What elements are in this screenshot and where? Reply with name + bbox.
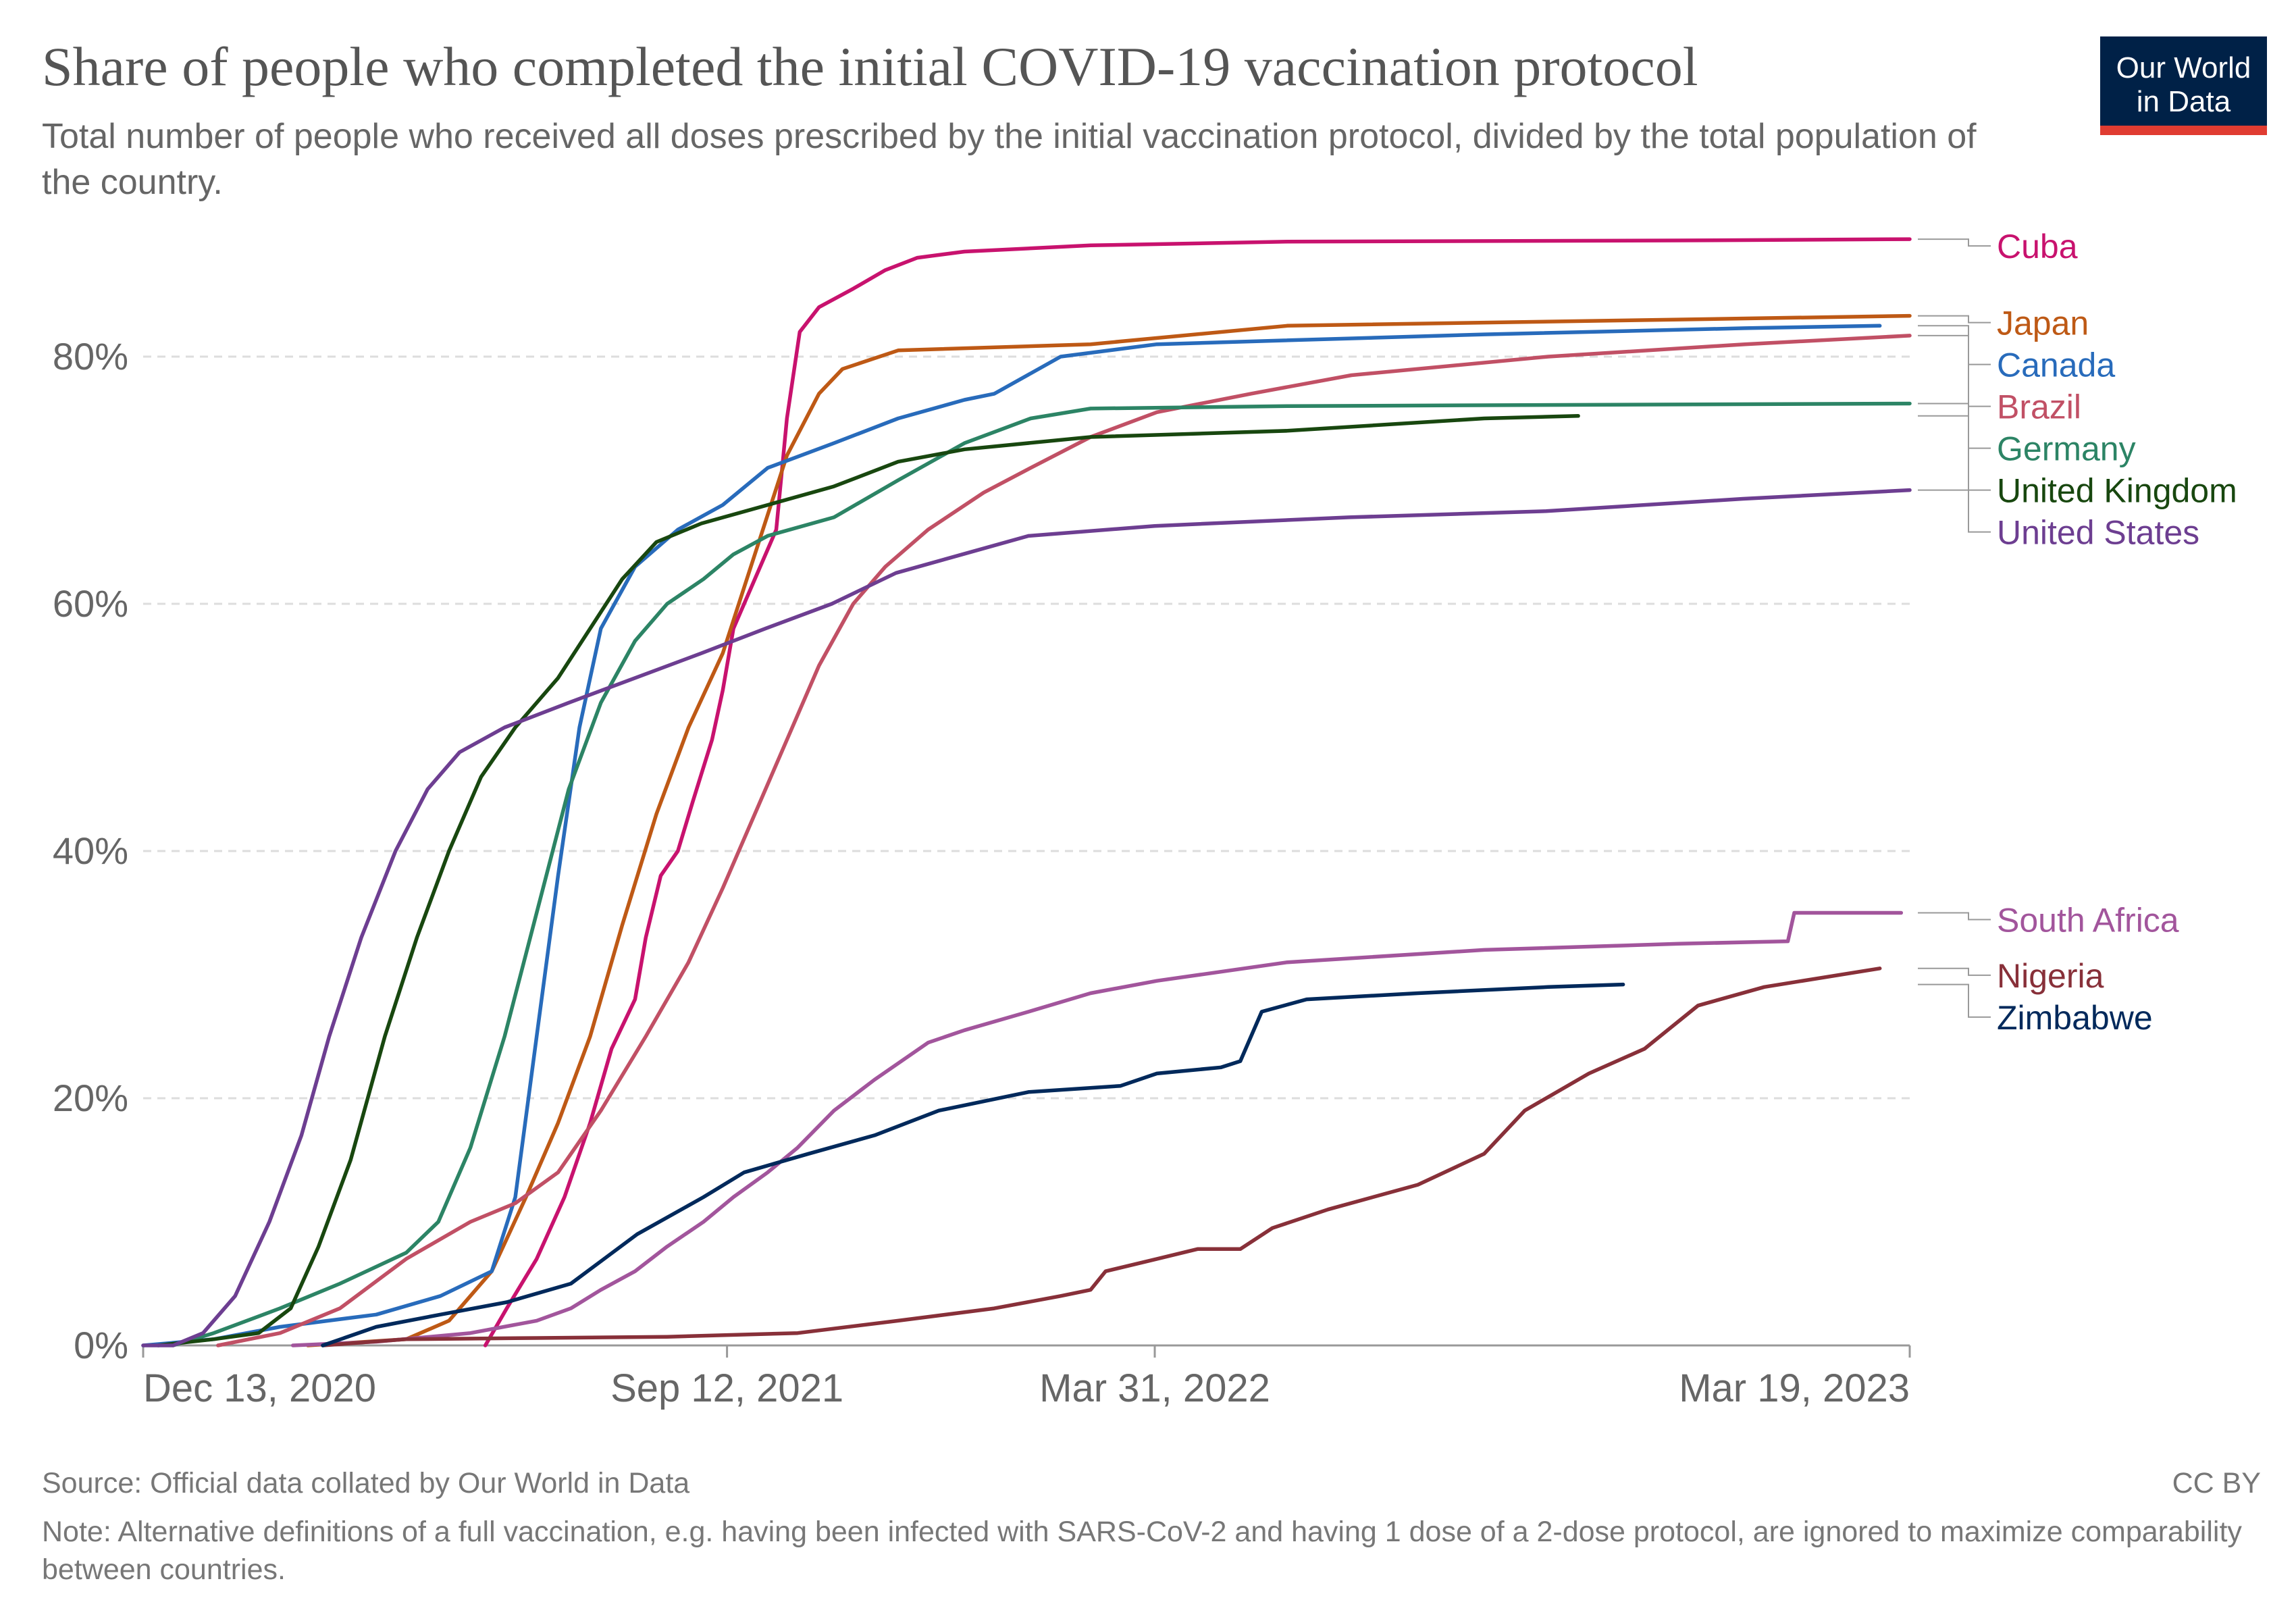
gridlines xyxy=(143,355,1910,1100)
y-tick-label: 40% xyxy=(53,829,128,872)
label-connector xyxy=(1918,325,1991,365)
license-link[interactable]: CC BY xyxy=(2172,1467,2261,1499)
label-connector xyxy=(1918,912,1991,921)
label-connector xyxy=(1918,415,1991,491)
y-tick-label: 20% xyxy=(53,1077,128,1119)
label-connector xyxy=(1918,238,1991,247)
label-connector xyxy=(1918,315,1991,324)
series-line-japan[interactable] xyxy=(306,313,1912,1347)
series-label-brazil[interactable]: Brazil xyxy=(1997,388,2081,426)
note-text: Note: Alternative definitions of a full … xyxy=(42,1516,2242,1586)
x-tick-label: Mar 31, 2022 xyxy=(1039,1366,1270,1410)
series-line-brazil[interactable] xyxy=(216,334,1912,1347)
y-tick-label: 60% xyxy=(53,582,128,625)
chart-subtitle: Total number of people who received all … xyxy=(42,117,1977,202)
series-label-canada[interactable]: Canada xyxy=(1997,346,2115,384)
series-line-germany[interactable] xyxy=(171,401,1912,1347)
series-line-united-states[interactable] xyxy=(141,488,1912,1347)
logo-line-2: in Data xyxy=(2136,85,2231,118)
series-label-nigeria[interactable]: Nigeria xyxy=(1997,957,2104,995)
y-tick-label: 80% xyxy=(53,335,128,378)
label-connector xyxy=(1918,403,1991,449)
series-label-cuba[interactable]: Cuba xyxy=(1997,228,2078,265)
x-tick-label: Dec 13, 2020 xyxy=(143,1366,376,1410)
x-tick-label: Sep 12, 2021 xyxy=(610,1366,843,1410)
axes: 0% 20% 40% 60% 80% Dec 13, 2020 Sep 12, 2021 Ma… xyxy=(53,335,1911,1410)
series-line-south-africa[interactable] xyxy=(290,910,1904,1347)
series-label-germany[interactable]: Germany xyxy=(1997,430,2136,468)
label-connector xyxy=(1918,967,1991,976)
x-tick-label: Mar 19, 2023 xyxy=(1679,1366,1910,1410)
logo-accent-bar xyxy=(2100,126,2267,135)
series-label-south-africa[interactable]: South Africa xyxy=(1997,902,2179,940)
series-labels: Cuba Japan Canada Brazil Germany United Kingd… xyxy=(1918,228,2237,1037)
series-label-united-kingdom[interactable]: United Kingdom xyxy=(1997,472,2237,510)
series-label-japan[interactable]: Japan xyxy=(1997,305,2089,342)
series-line-canada[interactable] xyxy=(141,324,1882,1347)
label-connector xyxy=(1918,334,1991,407)
chart-title: Share of people who completed the initia… xyxy=(42,36,1698,97)
series-label-united-states[interactable]: United States xyxy=(1997,514,2199,552)
series-label-zimbabwe[interactable]: Zimbabwe xyxy=(1997,999,2153,1037)
series-lines xyxy=(141,237,1912,1347)
owid-logo[interactable]: Our World in Data xyxy=(2100,36,2267,135)
series-line-cuba[interactable] xyxy=(483,237,1912,1347)
label-connector xyxy=(1918,983,1991,1018)
line-chart: 0% 20% 40% 60% 80% Dec 13, 2020 Sep 12, 2021 Ma… xyxy=(53,228,2237,1410)
series-line-united-kingdom[interactable] xyxy=(156,414,1580,1347)
label-connector xyxy=(1918,489,1991,533)
logo-line-1: Our World xyxy=(2116,51,2251,84)
series-line-nigeria[interactable] xyxy=(321,967,1882,1347)
y-tick-label: 0% xyxy=(74,1324,128,1366)
series-line-zimbabwe[interactable] xyxy=(321,982,1625,1347)
source-text: Source: Official data collated by Our Wo… xyxy=(42,1467,690,1499)
